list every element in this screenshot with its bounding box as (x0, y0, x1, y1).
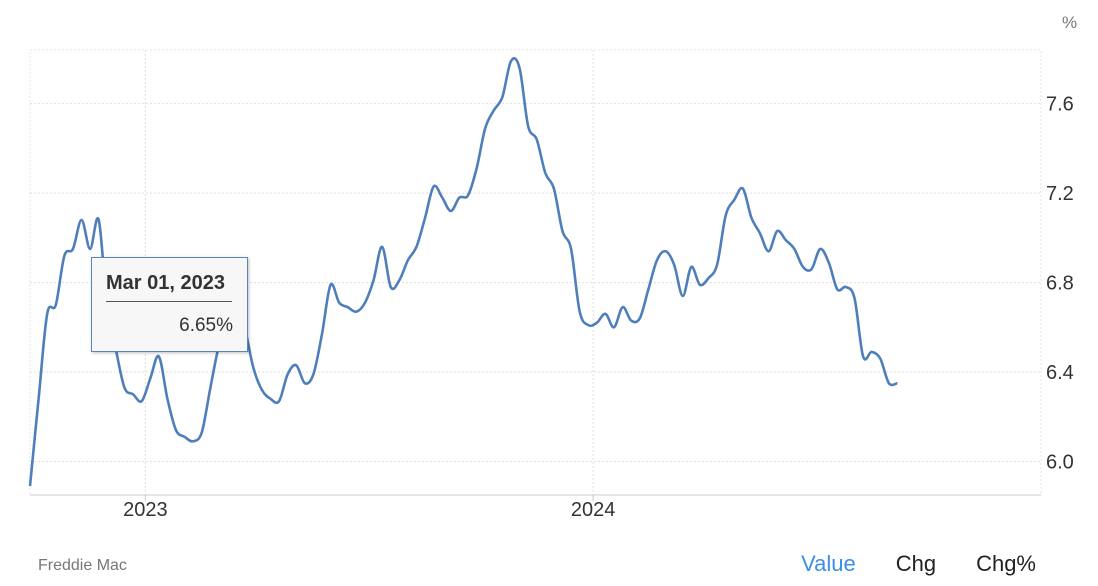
tooltip-date: Mar 01, 2023 (106, 272, 225, 294)
x-tick-label: 2023 (123, 499, 168, 521)
tooltip: Mar 01, 2023 6.65% (91, 257, 248, 352)
chart-axes: 6.0 6.4 6.8 7.2 7.6 2023 2024 (30, 94, 1074, 521)
y-tick-label: 6.4 (1046, 362, 1074, 384)
tab-chg-percent[interactable]: Chg% (976, 551, 1036, 576)
tab-chg[interactable]: Chg (895, 551, 937, 576)
y-tick-label: 6.8 (1046, 273, 1074, 295)
source-label: Freddie Mac (38, 557, 127, 574)
tooltip-value: 6.65% (179, 315, 233, 336)
series-line[interactable] (28, 57, 898, 487)
tooltip-divider (106, 301, 232, 302)
chart-series[interactable] (28, 57, 898, 487)
y-tick-label: 7.6 (1046, 94, 1074, 116)
y-tick-label: 6.0 (1046, 451, 1074, 473)
view-tabs: Value Chg Chg% (761, 551, 1036, 577)
y-tick-label: 7.2 (1046, 183, 1074, 205)
x-tick-label: 2024 (571, 499, 616, 521)
tab-value[interactable]: Value (801, 551, 856, 576)
y-axis-unit: % (1062, 13, 1077, 32)
